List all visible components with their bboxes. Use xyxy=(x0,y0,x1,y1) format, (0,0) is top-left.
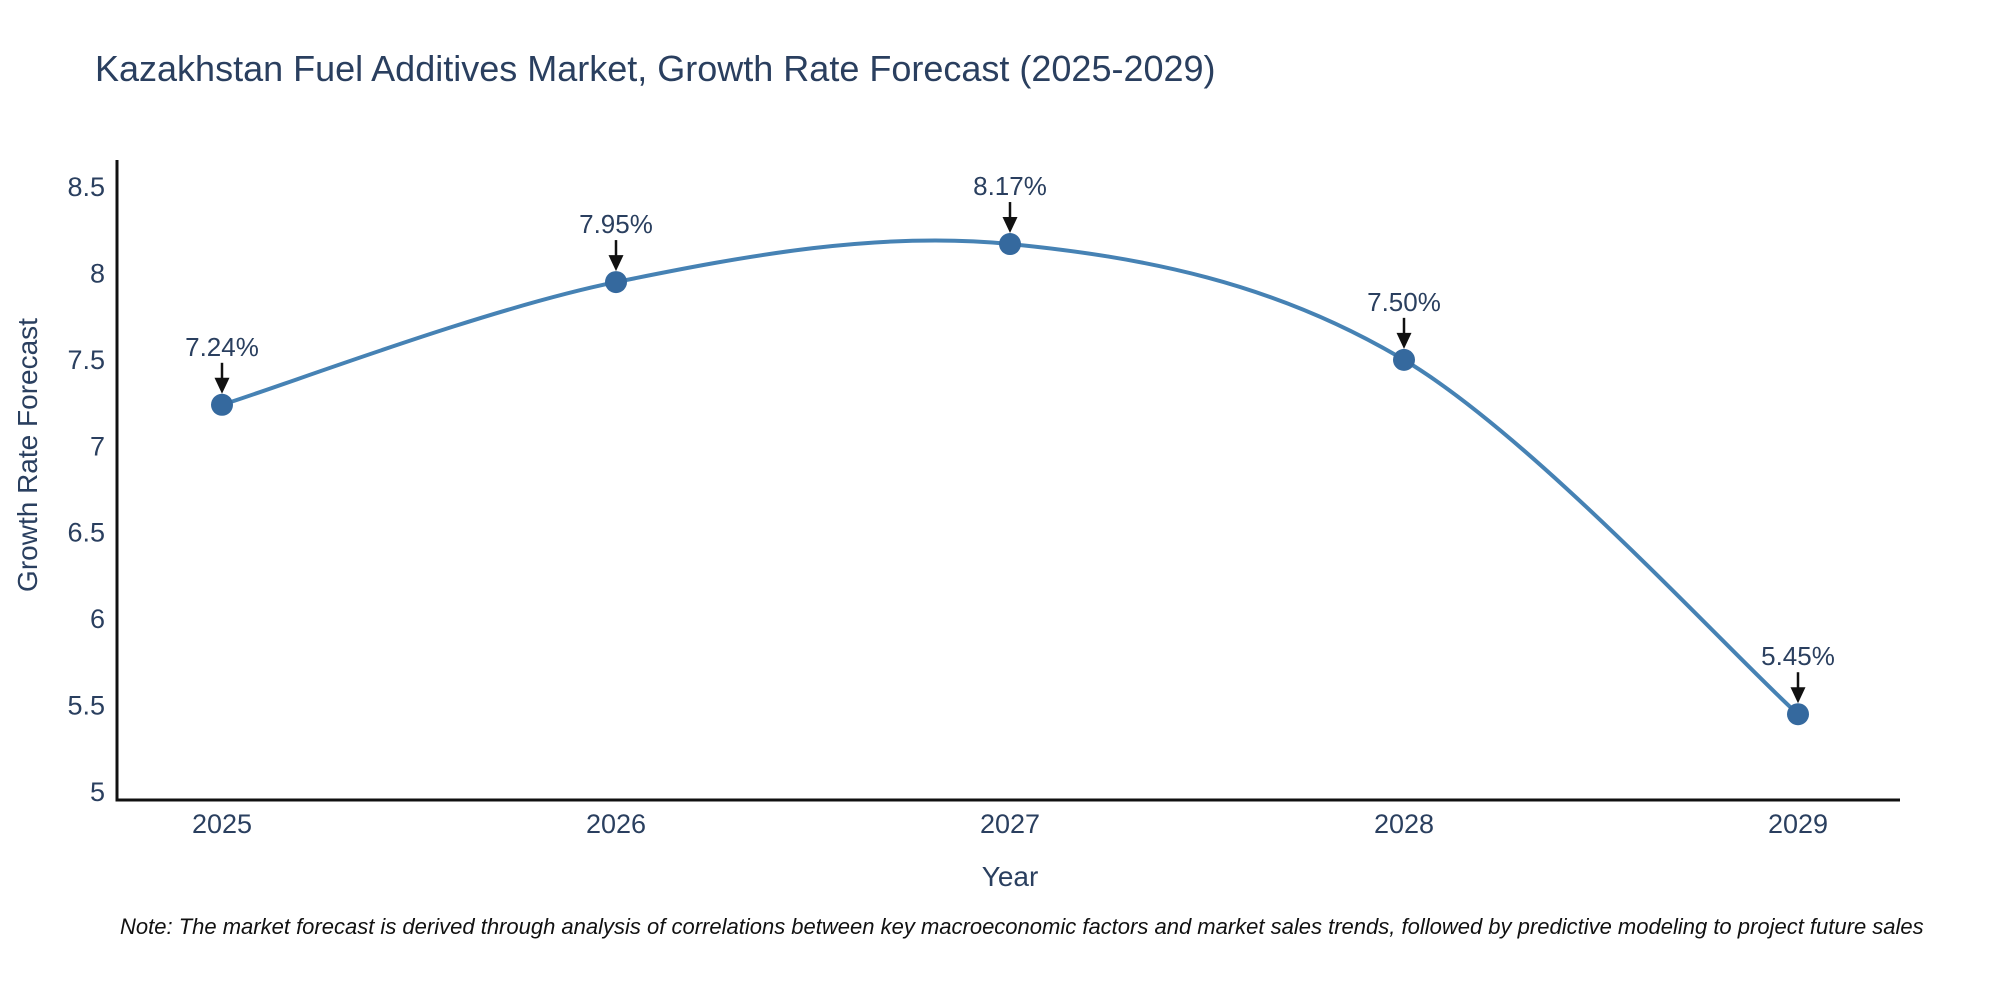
y-tick-label: 7.5 xyxy=(67,345,105,375)
chart-title: Kazakhstan Fuel Additives Market, Growth… xyxy=(95,48,1216,89)
trend-line xyxy=(220,238,1800,717)
data-point-marker-2029[interactable] xyxy=(1787,703,1809,726)
x-tick-label: 2029 xyxy=(1768,809,1828,839)
x-axis-title: Year xyxy=(981,861,1039,892)
annotations-layer: 7.24% 7.95% 8.17% 7.50% 5.45% xyxy=(185,171,1835,704)
footnote: Note: The market forecast is derived thr… xyxy=(120,914,1924,939)
x-tick-label: 2027 xyxy=(980,809,1040,839)
annotation-label: 8.17% xyxy=(973,171,1047,201)
y-tick-label: 5.5 xyxy=(67,691,105,721)
annotation-arrowhead xyxy=(608,255,624,272)
y-tick-label: 6.5 xyxy=(67,518,105,548)
annotation-arrowhead xyxy=(1002,217,1018,234)
data-point-marker-2026[interactable] xyxy=(605,271,627,294)
x-tick-label: 2028 xyxy=(1374,809,1434,839)
annotation-arrowhead xyxy=(1790,687,1806,704)
data-point-marker-2025[interactable] xyxy=(211,393,233,416)
annotation-label: 7.24% xyxy=(185,332,259,362)
markers-layer xyxy=(211,233,1809,726)
x-tick-label: 2026 xyxy=(586,809,646,839)
annotation-arrowhead xyxy=(214,377,230,394)
annotation-label: 7.95% xyxy=(579,209,653,239)
y-tick-label: 5 xyxy=(90,777,105,807)
data-point-marker-2027[interactable] xyxy=(999,233,1021,256)
y-tick-label: 8.5 xyxy=(67,172,105,202)
y-tick-label: 6 xyxy=(90,604,105,634)
data-point-marker-2028[interactable] xyxy=(1393,348,1415,371)
annotation-arrowhead xyxy=(1396,332,1412,349)
y-tick-label: 7 xyxy=(90,431,105,461)
annotation-label: 5.45% xyxy=(1761,641,1835,671)
annotation-label: 7.50% xyxy=(1367,287,1441,317)
x-tick-label: 2025 xyxy=(192,809,252,839)
ticks-layer: 5 5.5 6 6.5 7 7.5 8 8.5 2025 2026 2027 2028 2029 xyxy=(67,172,1828,839)
y-tick-label: 8 xyxy=(90,258,105,288)
